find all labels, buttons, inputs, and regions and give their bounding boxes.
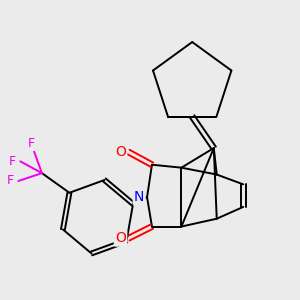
Text: N: N (134, 190, 144, 204)
Text: O: O (115, 231, 126, 245)
Text: O: O (115, 145, 126, 159)
Text: F: F (9, 155, 16, 168)
Text: F: F (7, 175, 14, 188)
Text: F: F (28, 137, 35, 150)
